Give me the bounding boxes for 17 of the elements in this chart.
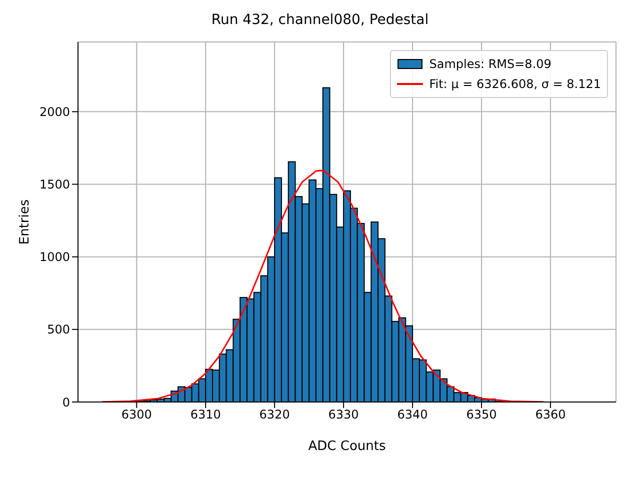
x-tick-label: 6350 bbox=[466, 408, 497, 422]
x-tick-label: 6310 bbox=[190, 408, 221, 422]
legend-label: Samples: RMS=8.09 bbox=[429, 57, 552, 71]
x-axis-title: ADC Counts bbox=[308, 439, 386, 454]
y-axis-title: Entries bbox=[18, 199, 33, 245]
chart-title: Run 432, channel080, Pedestal bbox=[210, 11, 430, 30]
y-tick-label: 1500 bbox=[39, 178, 70, 192]
y-tick-label: 0 bbox=[62, 395, 70, 410]
y-tick-label: 1000 bbox=[39, 250, 70, 264]
x-tick-label: 6330 bbox=[328, 408, 359, 422]
legend-label: Fit: μ = 6326.608, σ = 8.121 bbox=[429, 77, 601, 91]
x-tick-label: 6300 bbox=[121, 408, 152, 422]
x-tick-label: 6320 bbox=[259, 408, 290, 422]
x-tick-label: 6340 bbox=[397, 408, 428, 422]
x-tick-label: 6360 bbox=[535, 408, 566, 422]
y-tick-label: 2000 bbox=[39, 104, 70, 119]
y-tick-label: 500 bbox=[47, 322, 70, 337]
